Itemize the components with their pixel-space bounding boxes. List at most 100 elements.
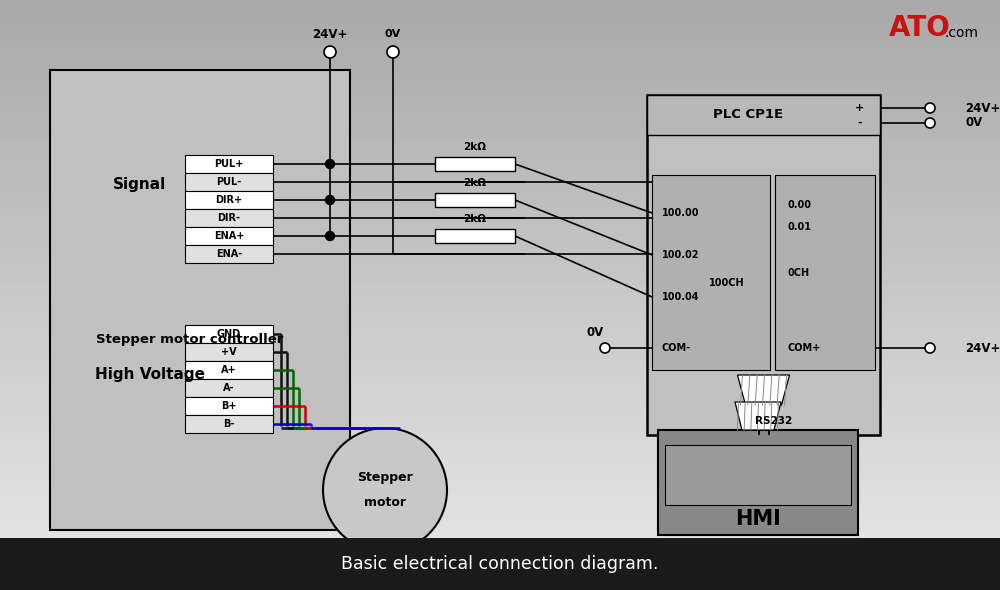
Text: COM-: COM- — [662, 343, 691, 353]
Bar — [0, 461, 1000, 472]
Circle shape — [925, 103, 935, 113]
Bar — [0, 432, 1000, 442]
Bar — [652, 175, 770, 370]
Bar — [185, 325, 273, 343]
Bar — [0, 294, 1000, 305]
Bar — [0, 146, 1000, 158]
Text: 2kΩ: 2kΩ — [464, 142, 486, 152]
Bar — [0, 38, 1000, 49]
Bar — [0, 530, 1000, 541]
Bar — [0, 9, 1000, 19]
Text: Signal: Signal — [113, 178, 167, 192]
Bar — [0, 225, 1000, 236]
Bar — [0, 520, 1000, 531]
Bar — [0, 569, 1000, 580]
Text: 100CH: 100CH — [709, 277, 745, 287]
Bar — [0, 382, 1000, 394]
Bar — [0, 540, 1000, 550]
Text: Stepper: Stepper — [357, 471, 413, 484]
Bar — [185, 415, 273, 433]
Bar — [185, 209, 273, 227]
Bar — [0, 373, 1000, 384]
Text: B+: B+ — [221, 401, 237, 411]
Bar — [185, 245, 273, 263]
Bar — [0, 353, 1000, 364]
Bar — [0, 451, 1000, 462]
Circle shape — [324, 46, 336, 58]
Bar — [0, 19, 1000, 30]
Bar — [0, 314, 1000, 324]
Bar — [185, 155, 273, 173]
Bar — [0, 117, 1000, 128]
Text: 100.04: 100.04 — [662, 292, 700, 302]
Text: 100.02: 100.02 — [662, 250, 700, 260]
Bar — [185, 191, 273, 209]
Text: 0.01: 0.01 — [787, 222, 811, 232]
Bar — [435, 157, 515, 171]
Bar — [0, 422, 1000, 432]
Bar — [0, 538, 1000, 590]
Bar — [0, 274, 1000, 285]
Text: +V: +V — [221, 347, 237, 357]
Bar — [0, 510, 1000, 521]
Text: Stepper motor controller: Stepper motor controller — [96, 333, 284, 346]
Bar — [0, 333, 1000, 344]
Circle shape — [600, 343, 610, 353]
Bar — [0, 255, 1000, 266]
Bar — [50, 70, 350, 530]
Bar — [0, 48, 1000, 59]
Text: PUL-: PUL- — [216, 177, 242, 187]
Bar — [0, 97, 1000, 108]
Circle shape — [323, 428, 447, 552]
Text: High Voltage: High Voltage — [95, 368, 205, 382]
Bar — [0, 550, 1000, 560]
Bar — [0, 205, 1000, 217]
Bar — [0, 284, 1000, 295]
Circle shape — [326, 159, 334, 169]
Bar — [0, 137, 1000, 148]
Text: 0.00: 0.00 — [787, 200, 811, 210]
Text: COM+: COM+ — [787, 343, 820, 353]
Bar — [0, 156, 1000, 167]
Bar — [0, 196, 1000, 206]
Text: A+: A+ — [221, 365, 237, 375]
Text: 0V: 0V — [586, 326, 604, 339]
Text: -: - — [858, 118, 862, 128]
Bar — [0, 176, 1000, 187]
Text: ENA-: ENA- — [216, 249, 242, 259]
Polygon shape — [735, 402, 781, 430]
Text: PUL+: PUL+ — [214, 159, 244, 169]
Bar — [0, 107, 1000, 118]
Text: 24V+: 24V+ — [965, 342, 1000, 355]
Text: .com: .com — [945, 26, 979, 40]
Bar — [0, 78, 1000, 88]
Bar — [0, 500, 1000, 512]
Bar — [0, 28, 1000, 40]
Bar — [0, 491, 1000, 502]
Bar — [0, 245, 1000, 255]
Bar — [0, 412, 1000, 423]
Text: ENA+: ENA+ — [214, 231, 244, 241]
Bar — [0, 441, 1000, 453]
Bar — [0, 87, 1000, 99]
Bar — [185, 361, 273, 379]
Bar — [647, 95, 880, 135]
Bar — [0, 471, 1000, 482]
Text: Basic electrical connection diagram.: Basic electrical connection diagram. — [341, 555, 659, 573]
Bar — [0, 481, 1000, 491]
Bar — [185, 343, 273, 361]
Bar — [185, 379, 273, 397]
Bar — [0, 579, 1000, 590]
Circle shape — [387, 46, 399, 58]
Bar — [665, 445, 851, 505]
Bar — [185, 397, 273, 415]
Bar — [658, 430, 858, 535]
Text: DIR+: DIR+ — [215, 195, 243, 205]
Text: 24V+: 24V+ — [312, 28, 348, 41]
Bar — [185, 227, 273, 245]
Text: 24V+: 24V+ — [965, 101, 1000, 114]
Circle shape — [925, 343, 935, 353]
Bar — [185, 173, 273, 191]
Bar — [0, 235, 1000, 246]
Circle shape — [326, 231, 334, 241]
